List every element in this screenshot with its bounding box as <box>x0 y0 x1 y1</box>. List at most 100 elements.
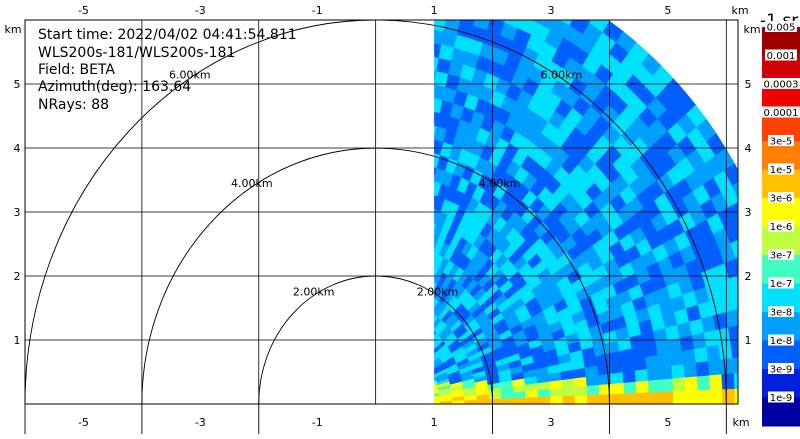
range-ring-label-left: 4.00km <box>231 177 273 190</box>
colorbar-label: 1e-6 <box>770 222 793 233</box>
data-cell <box>574 385 588 396</box>
y-tick-label-right: 1 <box>745 334 752 347</box>
data-cell <box>735 257 738 267</box>
info-instrument: WLS200s-181/WLS200s-181 <box>38 45 235 61</box>
y-tick-label-left: 2 <box>14 270 21 283</box>
data-cell <box>390 0 405 12</box>
x-tick-label-bottom: 1 <box>431 416 438 429</box>
data-cell <box>683 362 698 378</box>
data-cell <box>720 357 735 375</box>
y-tick-label-right: 2 <box>745 270 752 283</box>
data-cell <box>646 366 661 381</box>
colorbar-label-bg <box>765 21 797 32</box>
axis-unit-label: km <box>731 4 748 17</box>
data-cell <box>504 20 522 29</box>
colorbar-label: 1e-8 <box>770 336 793 347</box>
y-tick-label-right: 3 <box>745 206 752 219</box>
data-cell <box>732 356 738 374</box>
data-cell <box>684 376 699 391</box>
data-cell <box>749 303 764 322</box>
data-cell <box>728 274 738 294</box>
colorbar-label: 0.0001 <box>764 108 799 119</box>
data-cell <box>611 393 625 404</box>
y-tick-label-right: 4 <box>745 142 752 155</box>
colorbar-label-bg <box>768 277 794 289</box>
colorbar-label-bg <box>768 135 794 146</box>
data-cell <box>730 239 738 259</box>
y-tick-label-right: 5 <box>745 78 752 91</box>
data-cell <box>730 340 738 358</box>
data-cell <box>419 0 435 2</box>
plot-frame <box>24 19 739 405</box>
data-cell <box>404 0 420 13</box>
data-cell <box>550 395 564 404</box>
data-cell <box>480 0 498 4</box>
data-cell <box>599 393 613 404</box>
data-cell <box>536 20 555 30</box>
data-cell <box>746 371 759 388</box>
colorbar-label-bg <box>768 163 794 175</box>
data-cell <box>634 368 649 382</box>
data-cell <box>697 389 711 404</box>
data-cell <box>497 20 506 23</box>
range-ring-label-right: 4.00km <box>479 177 521 190</box>
data-cell <box>691 332 707 350</box>
data-cell <box>679 334 695 352</box>
info-start-time: Start time: 2022/04/02 04:41:54.811 <box>38 27 297 43</box>
axis-labels-layer: -5 -5 -3 -3 -1 -1 1 1 3 3 5 5 1 1 2 2 3 3 4 4 5 5 km km km km <box>4 4 760 429</box>
x-tick-label-top: -3 <box>195 4 206 17</box>
data-cell <box>731 181 738 199</box>
range-ring-label-left: 2.00km <box>293 285 335 298</box>
range-ring <box>258 275 493 434</box>
data-cell <box>657 352 672 368</box>
data-cell <box>569 20 590 35</box>
range-ring-label-right: 6.00km <box>541 68 583 81</box>
x-tick-label-bottom: 5 <box>664 416 671 429</box>
data-cell <box>561 0 581 14</box>
data-cell <box>376 0 391 11</box>
data-cell <box>527 0 546 10</box>
colorbar-label-bg <box>768 220 794 232</box>
data-cell <box>718 342 733 360</box>
data-cell <box>647 379 662 393</box>
data-cell <box>727 324 738 343</box>
colorbar-label-bg <box>768 391 794 403</box>
data-cell <box>611 382 625 395</box>
data-cell <box>721 372 735 390</box>
data-cell <box>610 371 624 384</box>
colorbar-label: 3e-5 <box>770 137 793 148</box>
axis-unit-label: km <box>4 23 21 36</box>
data-cell <box>671 363 686 379</box>
colorbar-label-bg <box>768 334 794 346</box>
data-cell <box>745 355 759 373</box>
x-tick-label-bottom: 3 <box>547 416 554 429</box>
range-ring-label-right: 2.00km <box>417 285 459 298</box>
data-cell <box>513 390 527 399</box>
data-cell <box>693 346 709 363</box>
data-cell <box>696 374 711 391</box>
data-cell <box>472 20 490 31</box>
data-cell <box>598 383 613 395</box>
data-cell <box>513 397 527 404</box>
info-field: Field: BETA <box>38 62 115 78</box>
colorbar-label-bg <box>768 249 794 260</box>
data-cell <box>733 372 738 389</box>
x-tick-label-top: -1 <box>312 4 323 17</box>
y-tick-label-left: 4 <box>14 142 21 155</box>
info-nrays: NRays: 88 <box>38 97 109 113</box>
data-cell <box>709 388 723 404</box>
colorbar-label: 3e-8 <box>770 308 793 319</box>
data-cell <box>462 0 480 12</box>
data-cell <box>537 396 551 404</box>
axis-unit-label: km <box>732 416 749 429</box>
data-cell <box>525 396 539 404</box>
data-cell <box>509 0 528 16</box>
data-cell <box>669 350 684 366</box>
data-cell <box>584 20 591 23</box>
axis-unit-label: km <box>743 23 760 36</box>
data-cell <box>747 249 764 270</box>
data-cell <box>448 0 465 8</box>
data-cell <box>452 20 461 22</box>
x-tick-label-bottom: -3 <box>195 416 206 429</box>
data-cell <box>486 20 505 36</box>
